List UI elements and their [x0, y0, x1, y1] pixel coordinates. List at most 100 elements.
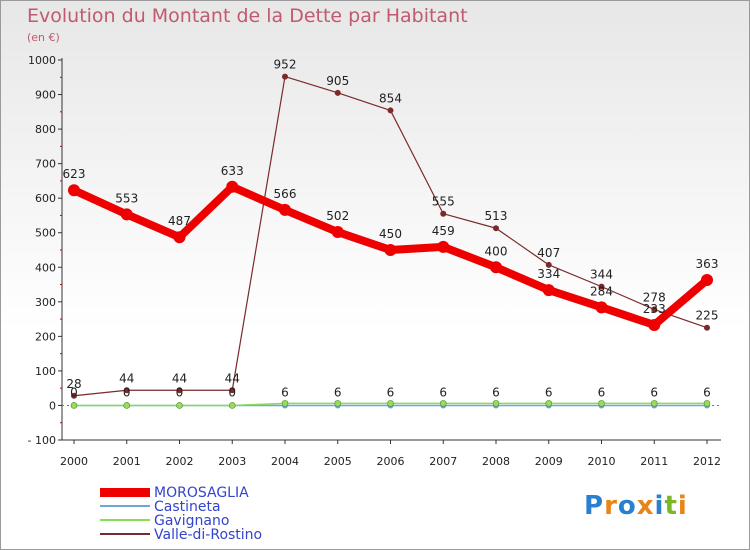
data-point-morosaglia — [437, 240, 450, 253]
data-point-gavignano — [176, 402, 183, 409]
data-label-zero-series: 0 — [176, 385, 184, 399]
legend-swatch — [100, 505, 150, 507]
y-tick-label: 300 — [35, 296, 56, 309]
data-label-zero-series: 6 — [650, 385, 658, 399]
legend-label: Gavignano — [154, 513, 230, 529]
data-label-morosaglia: 233 — [643, 302, 666, 316]
logo-letter: i — [677, 491, 688, 521]
data-label-zero-series: 0 — [70, 385, 78, 399]
x-tick-label: 2005 — [324, 455, 352, 468]
y-tick-label: 500 — [35, 227, 56, 240]
data-label-zero-series: 0 — [228, 385, 236, 399]
y-tick-label: 700 — [35, 158, 56, 171]
data-point-morosaglia — [331, 226, 344, 239]
data-point-valle-di-rostino — [282, 73, 288, 80]
data-label-valle-di-rostino: 278 — [643, 290, 666, 304]
data-label-valle-di-rostino: 28 — [66, 377, 81, 391]
data-point-gavignano — [228, 402, 236, 409]
data-label-valle-di-rostino: 905 — [326, 74, 349, 88]
data-point-valle-di-rostino — [545, 261, 552, 268]
data-point-gavignano — [439, 400, 447, 407]
proxiti-logo: Proxiti — [584, 491, 688, 521]
data-point-morosaglia — [279, 203, 291, 216]
y-tick-label: 800 — [35, 123, 56, 136]
data-point-valle-di-rostino — [71, 392, 77, 399]
data-point-valle-di-rostino — [440, 210, 447, 217]
data-point-gavignano — [598, 400, 605, 407]
x-tick-label: 2008 — [482, 455, 510, 468]
legend-swatch — [100, 533, 150, 535]
data-point-gavignano — [387, 400, 394, 407]
data-label-valle-di-rostino: 225 — [696, 309, 719, 323]
data-point-morosaglia — [173, 231, 186, 244]
data-label-morosaglia: 553 — [115, 191, 138, 205]
logo-letter: t — [664, 491, 678, 521]
data-point-morosaglia — [542, 284, 555, 297]
x-tick-label: 2000 — [60, 455, 88, 468]
legend-label: Valle-di-Rostino — [154, 527, 263, 543]
y-tick-label: 600 — [35, 192, 56, 205]
data-label-valle-di-rostino: 555 — [432, 195, 455, 209]
logo-letter: P — [584, 491, 605, 521]
data-label-zero-series: 6 — [334, 385, 342, 399]
logo-letter: i — [654, 491, 665, 521]
legend-swatch — [100, 519, 150, 521]
data-label-zero-series: 6 — [492, 385, 500, 399]
data-point-valle-di-rostino — [704, 324, 710, 331]
legend-label: MOROSAGLIA — [154, 485, 249, 501]
data-point-gavignano — [123, 402, 131, 409]
data-label-morosaglia: 487 — [168, 214, 191, 228]
x-tick-label: 2007 — [429, 455, 457, 468]
y-tick-label: 0 — [49, 399, 56, 412]
data-point-valle-di-rostino — [387, 107, 394, 114]
data-label-zero-series: 6 — [703, 385, 711, 399]
x-tick-label: 2009 — [535, 455, 563, 468]
data-label-morosaglia: 566 — [274, 187, 297, 201]
data-point-gavignano — [492, 400, 500, 407]
data-label-valle-di-rostino: 44 — [172, 371, 187, 385]
data-label-morosaglia: 400 — [485, 244, 508, 258]
data-point-valle-di-rostino — [123, 387, 130, 394]
data-label-zero-series: 6 — [281, 385, 289, 399]
data-point-valle-di-rostino — [176, 387, 183, 394]
data-point-gavignano — [545, 400, 553, 407]
data-point-morosaglia — [68, 184, 80, 197]
data-point-valle-di-rostino — [493, 225, 499, 232]
data-point-valle-di-rostino — [334, 89, 341, 96]
data-label-zero-series: 6 — [598, 385, 606, 399]
data-point-morosaglia — [120, 208, 133, 221]
data-label-zero-series: 6 — [545, 385, 553, 399]
y-tick-label: - 100 — [28, 434, 56, 447]
data-label-valle-di-rostino: 854 — [379, 91, 402, 105]
data-point-gavignano — [70, 402, 78, 409]
data-label-morosaglia: 502 — [326, 209, 349, 223]
data-label-valle-di-rostino: 407 — [537, 246, 560, 260]
data-label-morosaglia: 633 — [221, 164, 244, 178]
y-tick-label: 100 — [35, 365, 56, 378]
data-label-morosaglia: 334 — [537, 267, 560, 281]
data-point-morosaglia — [490, 261, 502, 274]
data-point-morosaglia — [384, 244, 397, 256]
data-label-valle-di-rostino: 513 — [485, 209, 508, 223]
logo-letter: o — [617, 491, 637, 521]
x-tick-label: 2001 — [113, 455, 141, 468]
data-label-morosaglia: 450 — [379, 227, 402, 241]
data-label-morosaglia: 459 — [432, 224, 455, 238]
logo-letter: r — [604, 491, 618, 521]
data-label-morosaglia: 363 — [696, 257, 719, 271]
data-label-morosaglia: 623 — [63, 167, 86, 181]
data-label-valle-di-rostino: 44 — [119, 371, 134, 385]
y-tick-label: 1000 — [28, 54, 56, 67]
data-label-valle-di-rostino: 344 — [590, 268, 613, 282]
data-point-gavignano — [334, 400, 342, 407]
data-label-valle-di-rostino: 952 — [274, 58, 297, 72]
data-point-morosaglia — [648, 318, 661, 331]
data-point-gavignano — [650, 400, 658, 407]
data-label-zero-series: 6 — [387, 385, 395, 399]
x-tick-label: 2003 — [218, 455, 246, 468]
data-label-zero-series: 6 — [439, 385, 447, 399]
data-label-valle-di-rostino: 44 — [225, 371, 240, 385]
legend-swatch — [100, 488, 150, 497]
data-point-valle-di-rostino — [598, 283, 605, 290]
